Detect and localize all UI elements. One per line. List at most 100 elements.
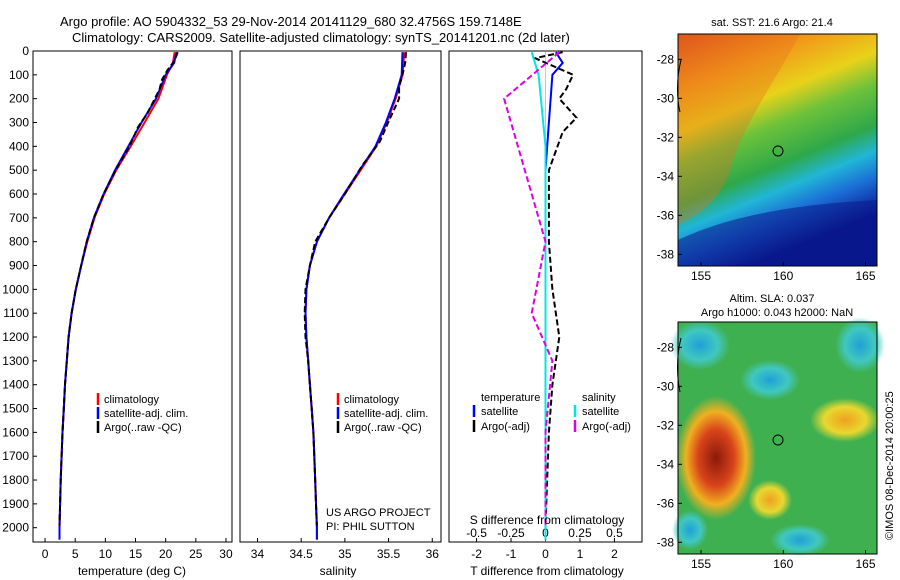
- sla-low-blob: [770, 524, 830, 556]
- y-tick-label: 100: [9, 68, 29, 82]
- sla-low-blob: [740, 360, 800, 400]
- lat-tick-label: -36: [657, 208, 675, 222]
- sla-map-title-line1: Altim. SLA: 0.037: [730, 293, 815, 305]
- x-tick-label: -1: [506, 547, 517, 561]
- x-tick-label: 1: [577, 547, 584, 561]
- x-tick-label: 35.5: [377, 547, 401, 561]
- lat-tick-label: -38: [657, 535, 675, 549]
- y-tick-label: 200: [9, 92, 29, 106]
- sst-map-title: sat. SST: 21.6 Argo: 21.4: [711, 17, 833, 29]
- pi-annotation: PI: PHIL SUTTON: [326, 521, 415, 533]
- y-tick-label: 300: [9, 116, 29, 130]
- x-tick-label: 30: [219, 547, 233, 561]
- x-tick-label: 35: [338, 547, 352, 561]
- s-difference-axis-ticks: -0.5 -0.25 0 0.25 0.5: [466, 526, 623, 540]
- s-tick-label: -0.25: [497, 526, 525, 540]
- sst-map-axis-ticks: 155 160 165 -28 -30 -32 -34 -36 -38: [657, 52, 876, 283]
- y-tick-label: 1500: [2, 402, 29, 416]
- figure-title-line1: Argo profile: AO 5904332_53 29-Nov-2014 …: [60, 14, 522, 29]
- x-tick-label: 10: [99, 547, 113, 561]
- y-tick-label: 1000: [2, 282, 29, 296]
- x-tick-label: 25: [189, 547, 203, 561]
- y-tick-label: 700: [9, 211, 29, 225]
- y-tick-label: 2000: [2, 521, 29, 535]
- legend-label-climatology: climatology: [344, 394, 400, 406]
- salinity-axis-ticks: 34 34.5 35 35.5 36: [251, 538, 439, 561]
- difference-series: [502, 51, 578, 542]
- series-line-satellite: [530, 51, 547, 540]
- temperature-axis-ticks: 0 5 10 15 20 25 30: [42, 538, 233, 561]
- lat-tick-label: -36: [657, 496, 675, 510]
- difference-legend: temperature salinity satellite Argo(-adj…: [472, 392, 631, 433]
- legend-label-s-satellite: satellite: [582, 406, 619, 418]
- x-tick-label: 0: [542, 547, 549, 561]
- salinity-legend: climatology satellite-adj. clim. Argo(..…: [336, 393, 428, 434]
- y-tick-label: 1400: [2, 378, 29, 392]
- legend-label-satellite: satellite-adj. clim.: [104, 408, 188, 420]
- y-tick-label: 900: [9, 259, 29, 273]
- s-tick-label: -0.5: [466, 526, 487, 540]
- sst-warm-region: [678, 34, 800, 225]
- x-tick-label: 15: [129, 547, 143, 561]
- legend-label-t-satellite: satellite: [481, 406, 518, 418]
- series-line-argo-adj-: [502, 51, 560, 526]
- lat-tick-label: -34: [657, 169, 675, 183]
- lat-tick-label: -28: [657, 340, 675, 354]
- lon-tick-label: 160: [773, 557, 793, 571]
- y-tick-label: 1700: [2, 449, 29, 463]
- y-tick-label: 500: [9, 163, 29, 177]
- y-tick-label: 400: [9, 139, 29, 153]
- y-tick-label: 0: [22, 44, 29, 58]
- series-line-climatology: [58, 52, 176, 540]
- project-annotation: US ARGO PROJECT: [326, 507, 431, 519]
- series-line-argo-adj-: [531, 51, 578, 526]
- y-tick-label: 1600: [2, 425, 29, 439]
- legend-label-argo: Argo(..raw -QC): [104, 422, 182, 434]
- sst-map-frame: [677, 33, 878, 267]
- sla-map: Altim. SLA: 0.037 Argo h1000: 0.043 h200…: [657, 293, 885, 571]
- t-difference-axis-label: T difference from climatology: [470, 564, 624, 578]
- figure-title-line2: Climatology: CARS2009. Satellite-adjuste…: [72, 30, 570, 45]
- sst-map: sat. SST: 21.6 Argo: 21.4 155 160 165 -28 -3…: [657, 17, 878, 283]
- x-tick-label: 34: [251, 547, 265, 561]
- sla-high-blob: [810, 398, 880, 442]
- argo-float-location-marker: [772, 434, 784, 446]
- lon-tick-label: 155: [691, 557, 711, 571]
- sla-map-title-line2: Argo h1000: 0.043 h2000: NaN: [701, 307, 853, 319]
- series-line-argo-raw-qc-: [303, 52, 407, 526]
- sst-cold-region: [678, 200, 877, 266]
- sla-map-axis-ticks: 155 160 165 -28 -30 -32 -34 -36 -38: [657, 340, 876, 571]
- legend-label-argo: Argo(..raw -QC): [344, 422, 422, 434]
- x-tick-label: 2: [611, 547, 618, 561]
- series-line-satellite-adj-clim-: [58, 51, 178, 540]
- temperature-panel: 0100200300400500600700800900100011001200…: [2, 44, 233, 578]
- legend-title-temperature: temperature: [481, 392, 540, 404]
- temperature-plot-frame: [32, 50, 233, 543]
- y-tick-label: 1800: [2, 473, 29, 487]
- t-difference-axis-ticks: -2 -1 0 1 2: [471, 538, 618, 561]
- lon-tick-label: 160: [773, 269, 793, 283]
- y-tick-label: 1300: [2, 354, 29, 368]
- lon-tick-label: 165: [855, 557, 875, 571]
- sla-high-blob: [748, 480, 792, 520]
- argo-float-location-marker: [772, 145, 784, 157]
- sla-eddy-hot: [676, 396, 756, 520]
- difference-panel: -2 -1 0 1 2 -0.5 -0.25 0 0.25 0.5 T difference f…: [448, 50, 643, 578]
- temperature-series: [58, 51, 179, 540]
- y-tick-label: 1200: [2, 330, 29, 344]
- sla-low-blob: [670, 320, 730, 370]
- salinity-axis-label: salinity: [320, 564, 357, 578]
- legend-title-salinity: salinity: [582, 392, 616, 404]
- s-tick-label: 0.25: [568, 526, 592, 540]
- lon-tick-label: 155: [691, 269, 711, 283]
- s-difference-axis-label: S difference from climatology: [470, 513, 625, 527]
- s-tick-label: 0.5: [606, 526, 623, 540]
- temperature-legend: climatology satellite-adj. clim. Argo(..…: [96, 393, 188, 434]
- x-tick-label: 34.5: [289, 547, 313, 561]
- lat-tick-label: -34: [657, 457, 675, 471]
- lat-tick-label: -28: [657, 52, 675, 66]
- salinity-plot-frame: [239, 50, 442, 543]
- y-tick-label: 1100: [3, 306, 29, 320]
- y-tick-label: 1900: [2, 497, 29, 511]
- lon-tick-label: 165: [855, 269, 875, 283]
